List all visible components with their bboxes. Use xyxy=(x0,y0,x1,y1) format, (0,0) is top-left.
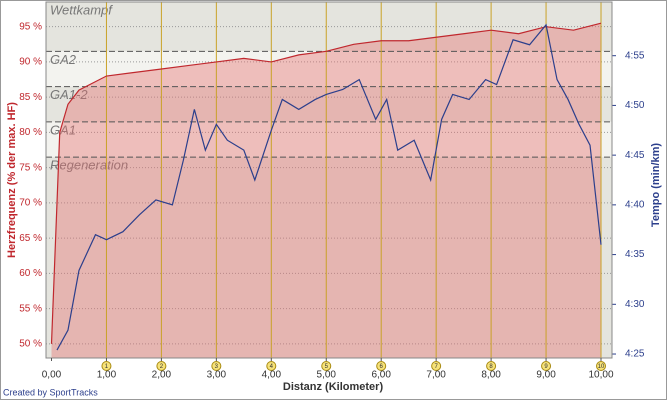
lap-marker xyxy=(101,361,112,371)
lap-marker xyxy=(541,361,552,371)
zone-label: GA2 xyxy=(50,52,77,67)
x-tick-label: 2,00 xyxy=(152,370,172,381)
y-tick-label: 95 % xyxy=(19,21,42,32)
x-tick-label: 6,00 xyxy=(371,370,391,381)
lap-marker xyxy=(211,361,222,371)
lap-label: 3 xyxy=(215,364,219,370)
x-tick-label: 7,00 xyxy=(426,370,446,381)
credit: Created by SportTracks xyxy=(3,387,98,397)
x-tick-label: 10,00 xyxy=(588,370,613,381)
y2-axis-title: Tempo (min/km) xyxy=(650,143,662,227)
x-axis-title: Distanz (Kilometer) xyxy=(283,381,384,393)
y2-tick-label: 4:55 xyxy=(625,50,645,61)
y-tick-label: 50 % xyxy=(19,339,42,350)
y2-tick-label: 4:45 xyxy=(625,150,645,161)
y-tick-label: 75 % xyxy=(19,162,42,173)
x-tick-label: 5,00 xyxy=(317,370,337,381)
y2-tick-label: 4:35 xyxy=(625,249,645,260)
lap-label: 8 xyxy=(489,364,493,370)
zone-label: Regeneration xyxy=(50,158,128,173)
lap-label: 6 xyxy=(380,364,384,370)
lap-label: 7 xyxy=(434,364,438,370)
lap-label: 1 xyxy=(105,364,109,370)
y2-tick-label: 4:40 xyxy=(625,200,645,211)
x-tick-label: 1,00 xyxy=(97,370,117,381)
lap-marker xyxy=(266,361,277,371)
zone-label: Wettkampf xyxy=(50,3,113,18)
y2-tick-label: 4:25 xyxy=(625,349,645,360)
y-tick-label: 70 % xyxy=(19,198,42,209)
y-tick-label: 80 % xyxy=(19,127,42,138)
x-tick-label: 8,00 xyxy=(481,370,501,381)
lap-marker xyxy=(431,361,442,371)
lap-marker xyxy=(596,361,607,371)
lap-label: 2 xyxy=(160,364,164,370)
lap-label: 9 xyxy=(544,364,548,370)
line xyxy=(50,22,602,344)
x-tick-label: 4,00 xyxy=(262,370,282,381)
y-tick-label: 60 % xyxy=(19,268,42,279)
zone-band xyxy=(46,86,612,122)
y-tick-label: 85 % xyxy=(19,92,42,103)
plot-border xyxy=(45,1,613,359)
line xyxy=(56,23,602,351)
lap-label: 4 xyxy=(270,364,274,370)
x-tick-label: 9,00 xyxy=(536,370,556,381)
lap-marker xyxy=(321,361,332,371)
y2-tick-label: 4:50 xyxy=(625,100,645,111)
y-tick-label: 65 % xyxy=(19,233,42,244)
zone-band xyxy=(46,51,612,87)
y2-tick-label: 4:30 xyxy=(625,299,645,310)
y-tick-label: 90 % xyxy=(19,57,42,68)
lap-marker xyxy=(486,361,497,371)
x-tick-label: 3,00 xyxy=(207,370,227,381)
lap-marker xyxy=(156,361,167,371)
zone-label: GA1 xyxy=(50,122,76,137)
lap-marker xyxy=(376,361,387,371)
x-tick-label: 0,00 xyxy=(42,370,62,381)
zone-band xyxy=(46,157,612,358)
lap-label: 5 xyxy=(325,364,329,370)
zone-band xyxy=(46,121,612,158)
y-axis-title: Herzfrequenz (% der max. HF) xyxy=(6,102,18,258)
lap-label: 10 xyxy=(598,364,605,370)
y-tick-label: 55 % xyxy=(19,303,42,314)
